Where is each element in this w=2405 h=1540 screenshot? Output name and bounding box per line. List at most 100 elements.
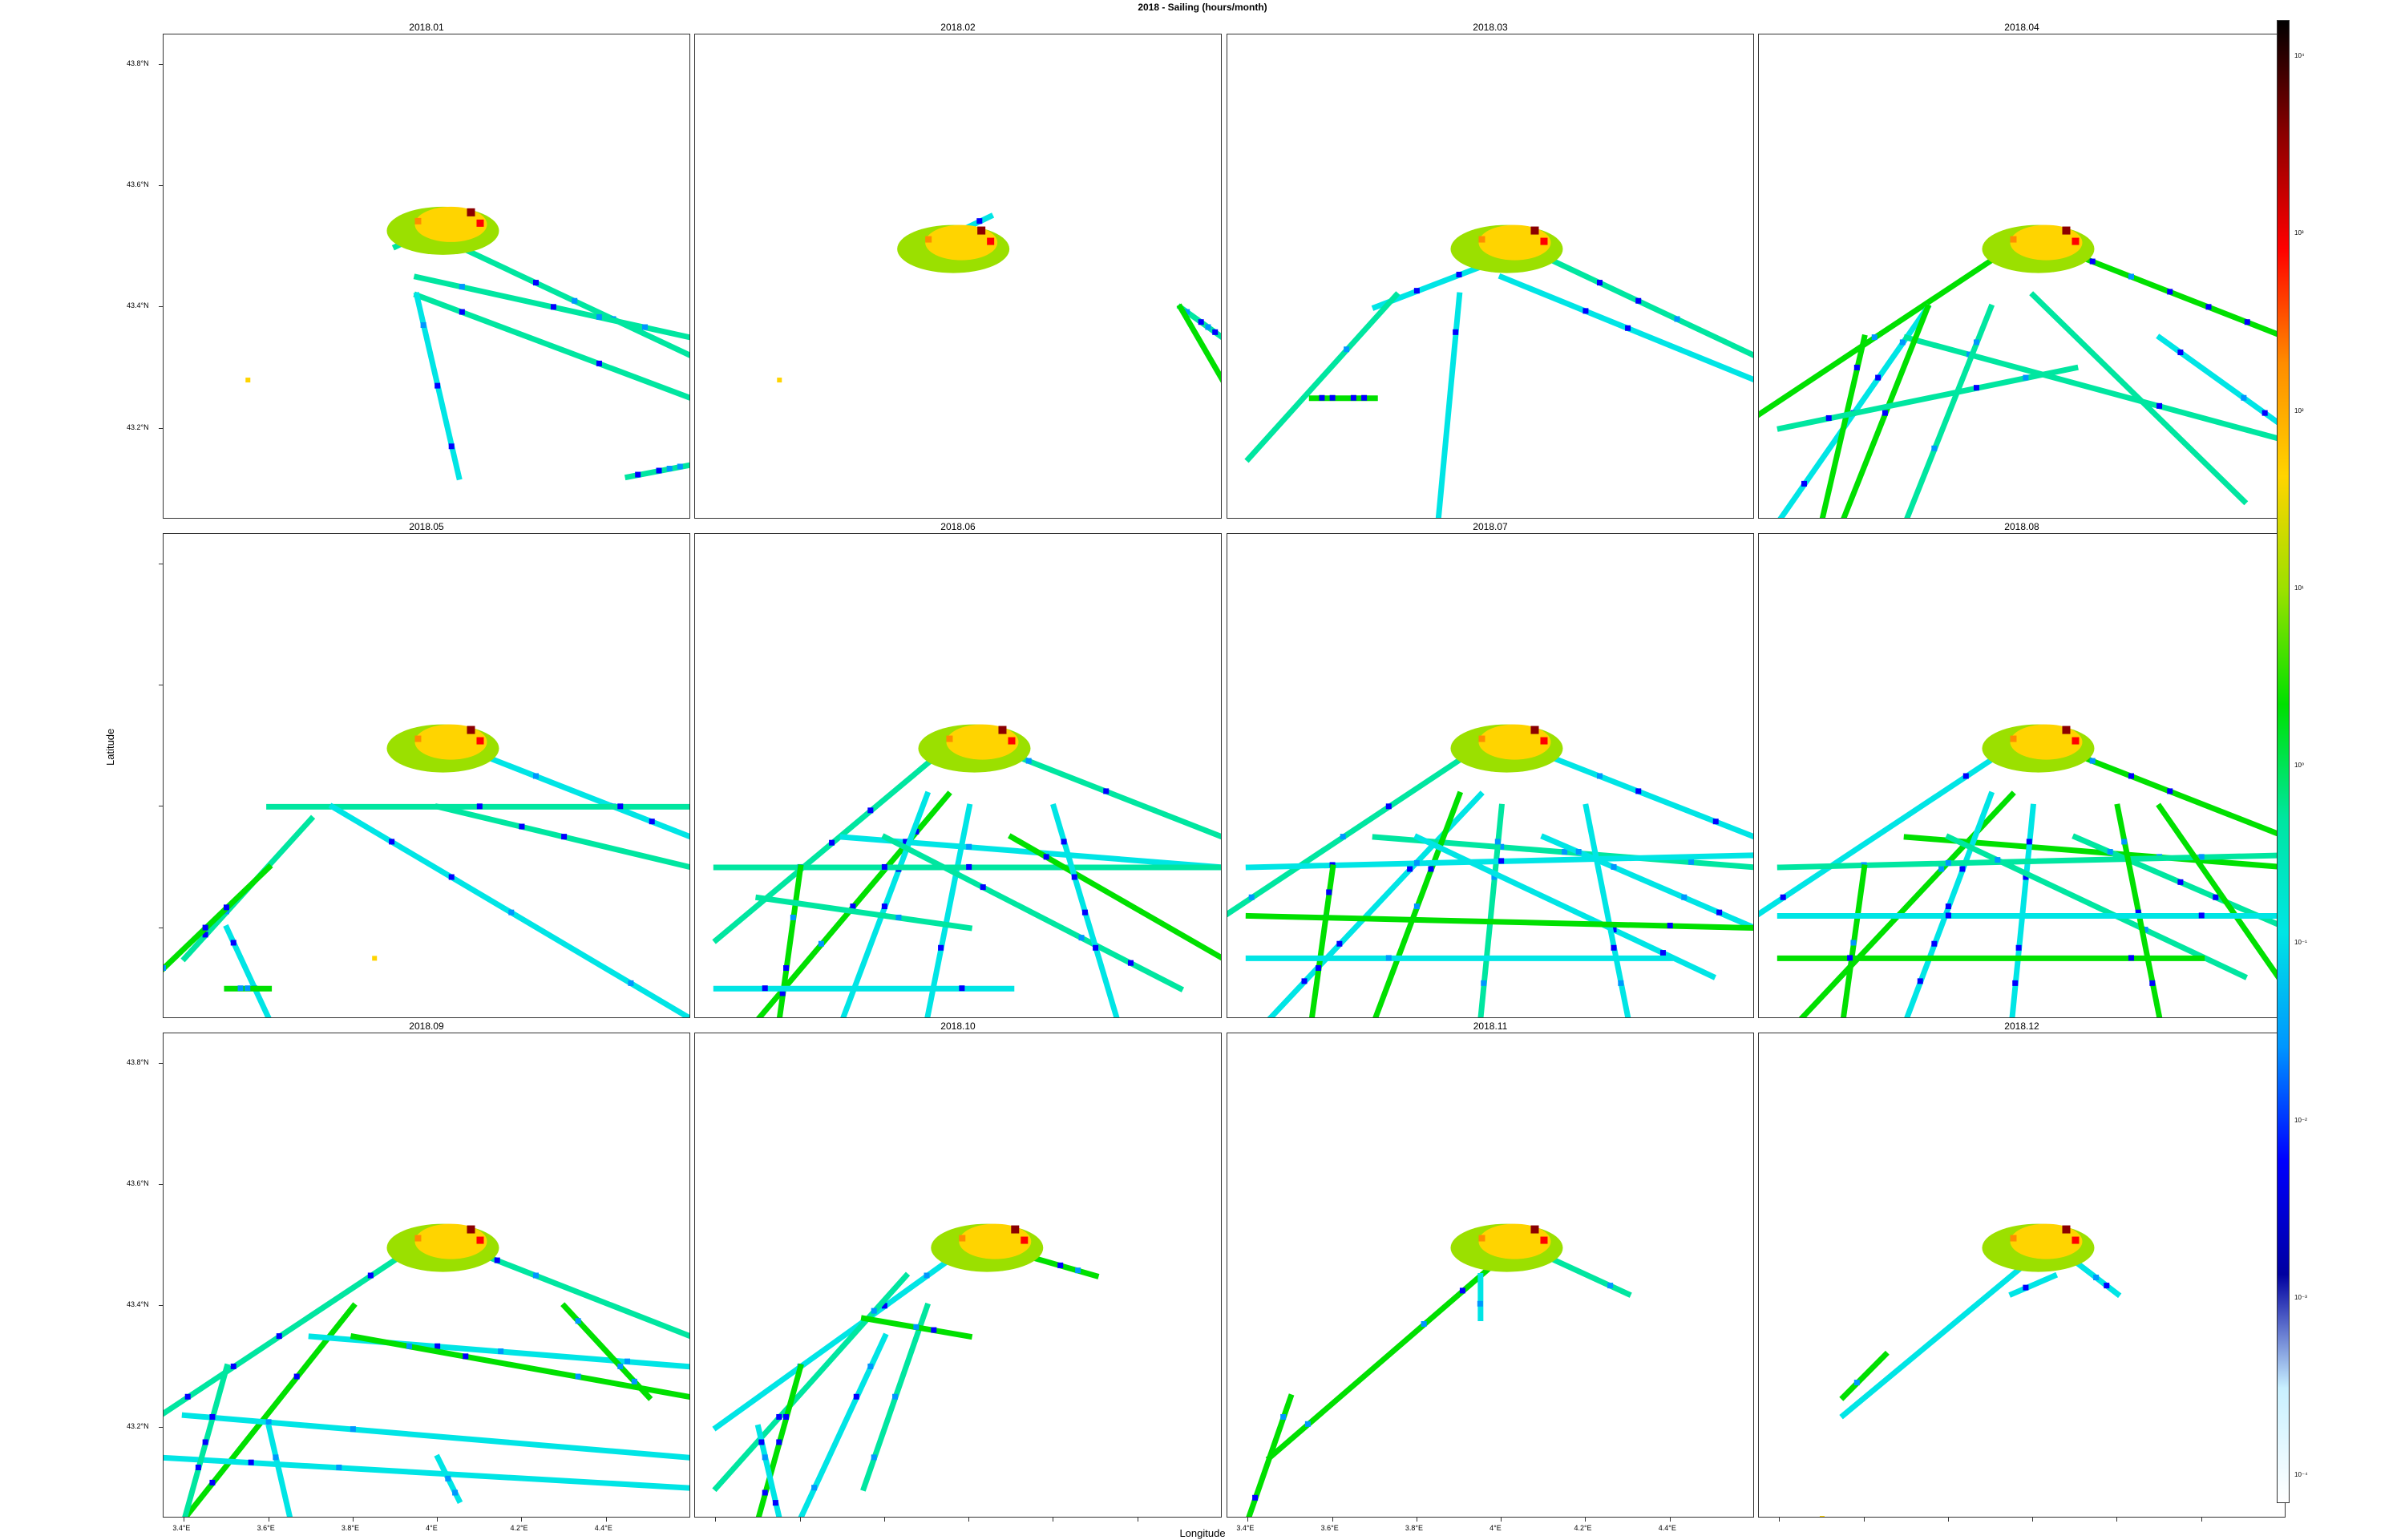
heat-cell [635, 471, 641, 478]
track-line [1582, 803, 1631, 1017]
heat-cell [1301, 978, 1308, 984]
heat-cell-peak [2062, 1225, 2071, 1234]
y-tick-mark [159, 185, 163, 187]
heat-cell [2213, 894, 2219, 900]
heat-cell [959, 985, 965, 992]
heat-cell [1057, 1262, 1064, 1268]
heat-cell [656, 467, 662, 474]
heat-cell-peak [2010, 1235, 2017, 1242]
heat-cell [624, 1358, 631, 1364]
heat-cell [1428, 866, 1434, 872]
heat-cell [811, 1485, 818, 1491]
heat-cell-peak [476, 219, 484, 227]
heat-cell [237, 985, 244, 992]
heat-cell [641, 324, 648, 330]
heat-cell [561, 834, 568, 840]
track-line [1265, 1253, 1506, 1462]
heat-cell [867, 1363, 874, 1369]
y-tick-label: 43.4°N [127, 1300, 149, 1309]
track-line [164, 1454, 689, 1491]
heat-cell [1127, 960, 1134, 966]
track-line [1008, 833, 1221, 961]
x-tick-mark [1779, 1518, 1781, 1522]
heat-cell [976, 218, 983, 224]
track-line [1477, 803, 1505, 1017]
heat-cell [871, 1308, 877, 1314]
heat-cell [892, 1393, 899, 1400]
y-tick-label: 43.2°N [127, 422, 149, 431]
heat-cell [575, 1373, 581, 1380]
x-tick-mark [352, 1518, 354, 1522]
heat-cell [463, 1353, 469, 1360]
heatmap-svg [712, 724, 1221, 1017]
heat-cell [276, 1333, 282, 1340]
x-tick-mark [1585, 1518, 1586, 1522]
heat-cell [2026, 839, 2032, 845]
track-line [924, 803, 973, 1017]
heatmap-panel [694, 1033, 1222, 1518]
heat-cell [1995, 857, 2001, 863]
track-line [1839, 1350, 1890, 1401]
density-core [925, 224, 998, 261]
heat-cell [1659, 950, 1666, 956]
heat-cell [1618, 980, 1624, 986]
heat-cell-peak [414, 735, 422, 742]
heat-cell [871, 1454, 877, 1461]
heat-cell [1336, 940, 1343, 947]
heat-cell [293, 1373, 300, 1380]
track-line [754, 894, 973, 932]
heat-cell [498, 1348, 504, 1355]
heat-cell [2262, 410, 2268, 416]
heat-cell [2205, 304, 2212, 310]
heat-cell [1407, 866, 1413, 872]
track-line [1776, 364, 2079, 432]
colorbar-label: 10⁴ [2294, 52, 2305, 59]
heat-cell-peak [1540, 237, 1548, 245]
heat-cell [777, 378, 782, 383]
heatmap-svg [164, 724, 689, 1017]
heat-cell [265, 1419, 272, 1425]
heat-cell [938, 944, 944, 951]
heat-cell [980, 884, 986, 891]
heat-cell [1413, 859, 1420, 866]
heat-cell [617, 1363, 624, 1369]
density-core [946, 724, 1019, 760]
panel-title: 2018.03 [1473, 22, 1508, 33]
heat-cell [532, 280, 539, 286]
heat-cell-peak [1478, 1235, 1485, 1242]
heat-cell [762, 1489, 768, 1496]
y-tick-mark [159, 1426, 163, 1428]
x-tick-label: 3.6°E [257, 1524, 275, 1532]
heatmap-panel [1758, 34, 2286, 519]
heat-cell [2128, 955, 2134, 961]
y-tick-label: 43.2°N [127, 1421, 149, 1430]
heat-cell-peak [414, 1235, 422, 1242]
track-line [1244, 291, 1401, 463]
heat-cell [1329, 394, 1336, 401]
track-line [164, 1241, 421, 1417]
x-tick-label: 3.4°E [172, 1524, 191, 1532]
heat-cell [209, 1413, 216, 1420]
heat-cell-peak [1021, 1236, 1029, 1244]
heat-cell [850, 903, 856, 910]
heatmap-svg [1759, 224, 2285, 518]
panel-title: 2018.02 [940, 22, 976, 33]
heat-cell [1945, 912, 1951, 919]
heat-cell [1635, 297, 1642, 304]
colorbar-label: 10¹ [2294, 584, 2304, 592]
x-tick-mark [883, 1518, 885, 1522]
heat-cell [1252, 1494, 1259, 1501]
x-axis-label: Longitude [1179, 1527, 1226, 1539]
heat-cell [1061, 839, 1067, 845]
heat-cell-peak [2072, 737, 2080, 745]
y-tick-mark [159, 63, 163, 65]
heatmap-svg [1246, 1223, 1632, 1517]
heat-cell [1025, 758, 1032, 764]
heat-cell-peak [467, 208, 475, 216]
heat-cell [1611, 927, 1617, 933]
x-tick-label: 4.2°E [510, 1524, 528, 1532]
heatmap-panel [1227, 1033, 1754, 1518]
heat-cell [1607, 1283, 1614, 1289]
heat-cell [867, 807, 874, 814]
heat-cell [1413, 288, 1420, 294]
